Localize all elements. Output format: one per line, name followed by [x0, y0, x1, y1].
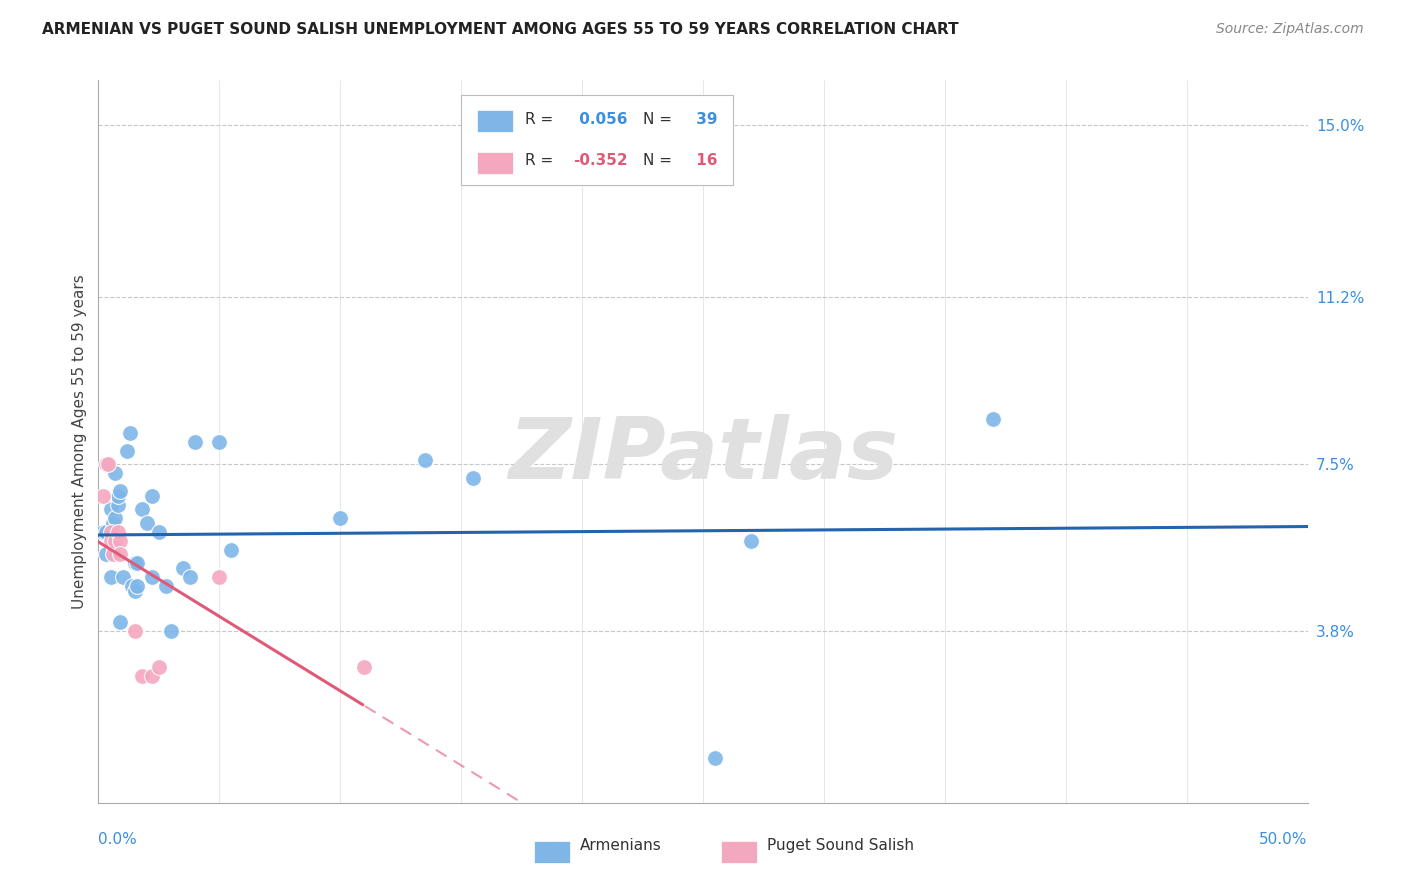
Point — [208, 434, 231, 449]
Point — [413, 452, 436, 467]
Point — [91, 524, 114, 539]
Point — [107, 489, 129, 503]
Point — [124, 624, 146, 639]
Point — [127, 579, 149, 593]
Point — [141, 489, 163, 503]
Text: 16: 16 — [690, 153, 717, 169]
Text: 0.0%: 0.0% — [98, 831, 138, 847]
Point — [172, 561, 194, 575]
FancyBboxPatch shape — [461, 95, 734, 185]
Point — [108, 484, 131, 499]
Point — [981, 412, 1004, 426]
Text: N =: N = — [643, 112, 676, 127]
Point — [148, 524, 170, 539]
Text: 0.056: 0.056 — [574, 112, 627, 127]
Point — [135, 516, 157, 530]
Text: -0.352: -0.352 — [574, 153, 628, 169]
Point — [353, 660, 375, 674]
Point — [141, 570, 163, 584]
Text: R =: R = — [526, 112, 558, 127]
Point — [104, 533, 127, 548]
Point — [100, 533, 122, 548]
Text: 39: 39 — [690, 112, 717, 127]
Point — [121, 579, 143, 593]
Point — [118, 425, 141, 440]
Y-axis label: Unemployment Among Ages 55 to 59 years: Unemployment Among Ages 55 to 59 years — [72, 274, 87, 609]
Point — [148, 660, 170, 674]
Point — [179, 570, 201, 584]
Point — [100, 570, 122, 584]
Text: Puget Sound Salish: Puget Sound Salish — [768, 838, 914, 853]
Point — [104, 511, 127, 525]
Point — [208, 570, 231, 584]
Point — [221, 542, 243, 557]
Point — [124, 583, 146, 598]
FancyBboxPatch shape — [477, 111, 513, 132]
Text: 50.0%: 50.0% — [1260, 831, 1308, 847]
Text: R =: R = — [526, 153, 558, 169]
Point — [101, 548, 124, 562]
Text: Armenians: Armenians — [579, 838, 661, 853]
Point — [108, 533, 131, 548]
Point — [108, 615, 131, 630]
Text: Source: ZipAtlas.com: Source: ZipAtlas.com — [1216, 22, 1364, 37]
Point — [111, 570, 134, 584]
Point — [94, 524, 117, 539]
Point — [463, 470, 485, 484]
Point — [127, 557, 149, 571]
Point — [184, 434, 207, 449]
Point — [155, 579, 177, 593]
Point — [329, 511, 352, 525]
Point — [160, 624, 183, 639]
Text: N =: N = — [643, 153, 676, 169]
Text: ZIPatlas: ZIPatlas — [508, 415, 898, 498]
FancyBboxPatch shape — [534, 841, 569, 863]
Point — [97, 457, 120, 471]
FancyBboxPatch shape — [477, 152, 513, 174]
Point — [101, 538, 124, 552]
Point — [131, 502, 153, 516]
Point — [131, 669, 153, 683]
Point — [100, 502, 122, 516]
Point — [101, 516, 124, 530]
Text: ARMENIAN VS PUGET SOUND SALISH UNEMPLOYMENT AMONG AGES 55 TO 59 YEARS CORRELATIO: ARMENIAN VS PUGET SOUND SALISH UNEMPLOYM… — [42, 22, 959, 37]
Point — [117, 443, 139, 458]
Point — [94, 457, 117, 471]
Point — [107, 498, 129, 512]
Point — [100, 524, 122, 539]
Point — [94, 548, 117, 562]
Point — [141, 669, 163, 683]
FancyBboxPatch shape — [721, 841, 758, 863]
Point — [104, 466, 127, 480]
Point — [740, 533, 762, 548]
Point — [124, 557, 146, 571]
Point — [107, 524, 129, 539]
Point — [91, 489, 114, 503]
Point — [108, 548, 131, 562]
Point — [704, 750, 727, 764]
